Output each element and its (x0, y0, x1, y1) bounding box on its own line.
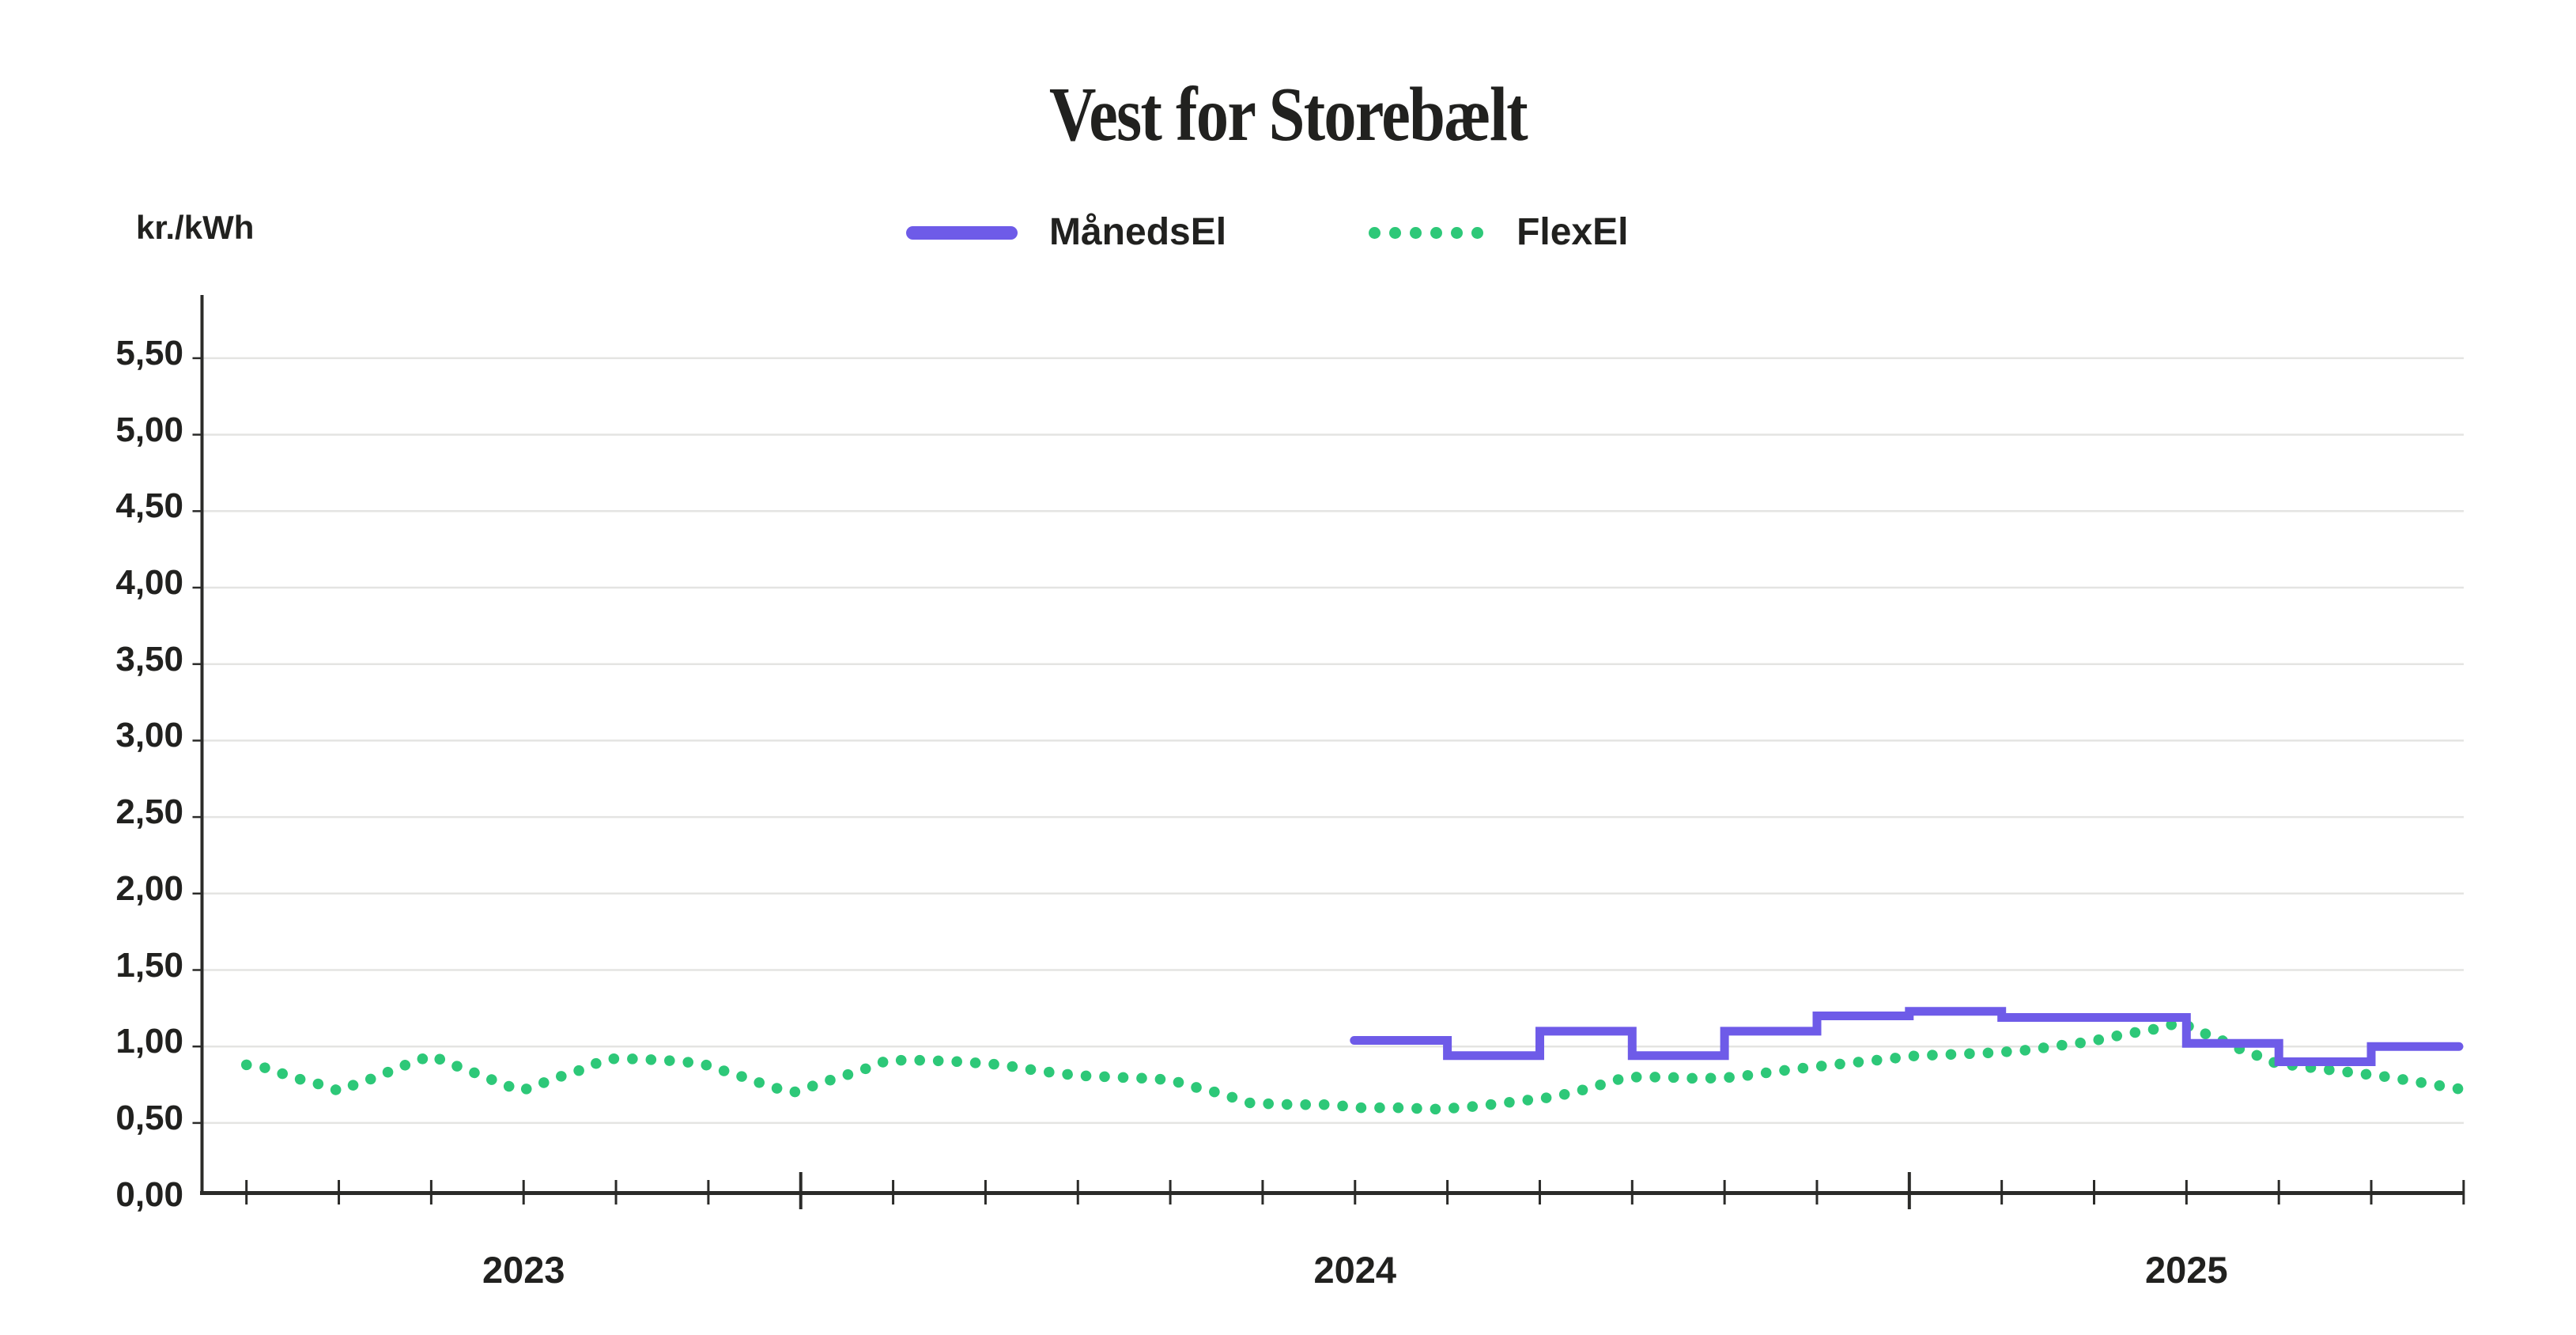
y-axis-label: 5,00 (115, 410, 183, 449)
y-axis-label: 4,00 (115, 563, 183, 602)
dot-icon (1451, 226, 1464, 239)
y-axis-label: 3,00 (115, 716, 183, 755)
legend-label-manedsel: MånedsEl (1049, 211, 1227, 253)
y-axis-label: 2,00 (115, 868, 183, 908)
legend: MånedsEl FlexEl (906, 209, 1628, 256)
x-axis-year-label: 2023 (482, 1249, 565, 1291)
dot-icon (1389, 226, 1402, 239)
y-axis-label: 3,50 (115, 639, 183, 679)
y-axis-label: 0,00 (115, 1174, 183, 1214)
dot-icon (1410, 226, 1422, 239)
x-axis-year-label: 2024 (1313, 1249, 1397, 1291)
legend-label-flexel: FlexEl (1517, 211, 1629, 253)
x-axis-year-label: 2025 (2145, 1249, 2228, 1291)
y-axis-label: 4,50 (115, 486, 183, 526)
y-axis-label: 1,50 (115, 945, 183, 985)
manedsel-line-swatch (906, 225, 1018, 240)
manedsel-series-line (1350, 1007, 2464, 1066)
chart-title: Vest for Storebælt (1049, 72, 1528, 157)
y-axis-label: 5,50 (115, 333, 183, 373)
dot-icon (1471, 226, 1484, 239)
flexel-dotted-swatch (1369, 226, 1484, 239)
dot-icon (1430, 226, 1443, 239)
y-axis-label: 1,00 (115, 1022, 183, 1061)
y-axis-label: 2,50 (115, 792, 183, 832)
dot-icon (1369, 226, 1381, 239)
y-axis-unit-label: kr./kWh (136, 209, 255, 246)
flexel-series-line (240, 1016, 2468, 1115)
y-axis-label: 0,50 (115, 1098, 183, 1137)
